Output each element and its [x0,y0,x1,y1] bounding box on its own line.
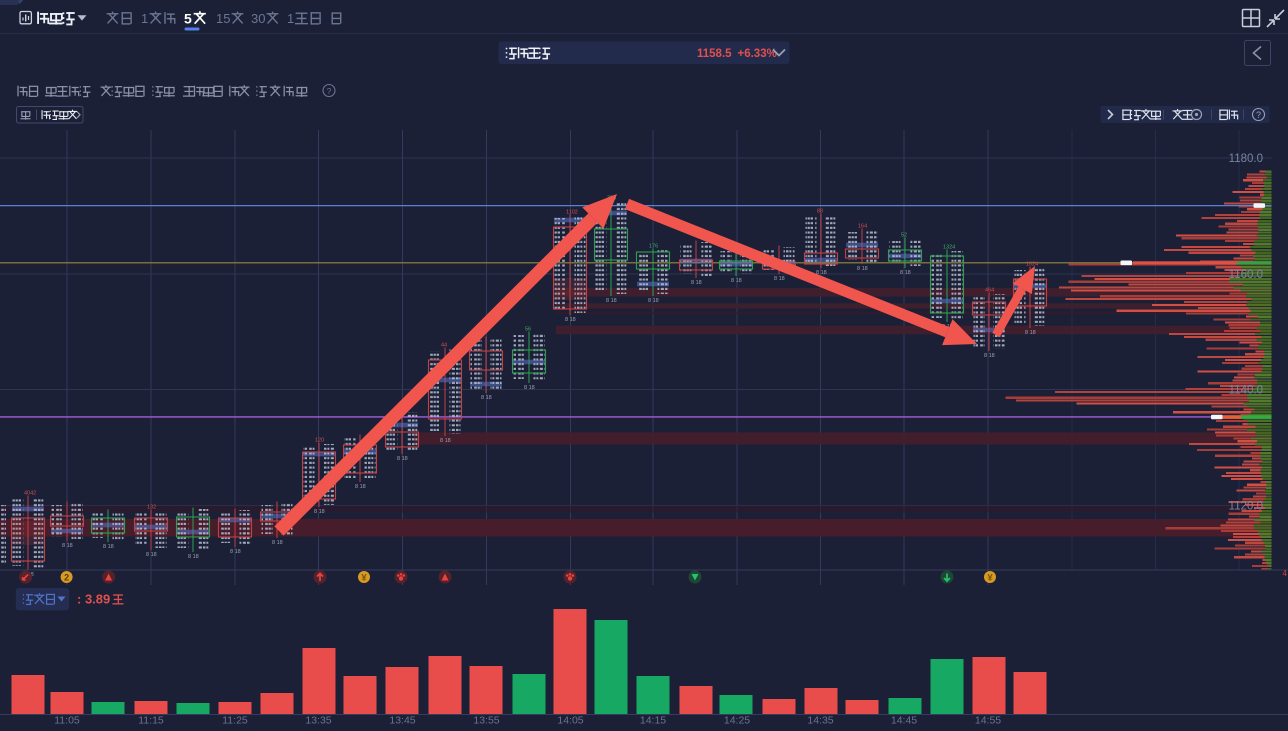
svg-text:52: 52 [901,233,907,239]
svg-text:14:25: 14:25 [724,715,750,727]
svg-text:176: 176 [649,244,658,250]
svg-text:8 18: 8 18 [857,266,868,272]
svg-text:8 18: 8 18 [272,540,283,546]
svg-text:8 18: 8 18 [816,270,827,276]
svg-text:8 18: 8 18 [984,353,995,359]
svg-text:8 18: 8 18 [731,278,742,284]
svg-text:1: 1 [141,11,148,26]
svg-text:8 18: 8 18 [1025,330,1036,336]
svg-text:5: 5 [184,11,192,27]
svg-text:8 18: 8 18 [314,509,325,515]
svg-text:88: 88 [817,209,823,215]
svg-text:120: 120 [315,438,324,444]
svg-text:8 18: 8 18 [606,298,617,304]
svg-text:8 18: 8 18 [440,438,451,444]
svg-text:1102: 1102 [566,210,578,216]
svg-text:11:05: 11:05 [54,715,80,727]
svg-text:8 18: 8 18 [188,554,199,560]
svg-text:13:45: 13:45 [389,715,415,727]
svg-text:8 18: 8 18 [355,484,366,490]
svg-text:44: 44 [441,343,447,349]
svg-text:2: 2 [64,572,69,582]
svg-text:30: 30 [251,11,265,26]
svg-text:¥: ¥ [361,573,367,584]
svg-text:1160.0: 1160.0 [1229,269,1263,281]
svg-text:11:15: 11:15 [138,715,164,727]
svg-text:8 18: 8 18 [230,549,241,555]
svg-text:13:55: 13:55 [473,715,499,727]
svg-text:+6.33%: +6.33% [738,48,777,60]
svg-text:8 18: 8 18 [900,270,911,276]
svg-text:4042: 4042 [24,491,36,497]
svg-text:8 18: 8 18 [648,298,659,304]
svg-text:8 18: 8 18 [146,552,157,558]
svg-text:8 18: 8 18 [397,456,408,462]
svg-text:8 18: 8 18 [565,317,576,323]
svg-text:14:05: 14:05 [557,715,583,727]
svg-text:15: 15 [216,11,230,26]
svg-text:464: 464 [985,288,994,294]
svg-text:132: 132 [147,505,156,511]
svg-text:14:55: 14:55 [975,715,1001,727]
svg-text:1120.0: 1120.0 [1229,500,1263,512]
svg-text:14:45: 14:45 [891,715,917,727]
svg-text:1158.5: 1158.5 [697,48,732,60]
svg-text:13:35: 13:35 [305,715,331,727]
svg-text:14:35: 14:35 [807,715,833,727]
svg-text:8 18: 8 18 [62,543,73,549]
svg-text:4: 4 [1283,569,1288,578]
svg-text:56: 56 [525,327,531,333]
svg-text:8 18: 8 18 [524,385,535,391]
svg-text:8 18: 8 18 [481,395,492,401]
svg-text:14:15: 14:15 [640,715,666,727]
svg-text:1: 1 [287,11,294,26]
svg-text:11:25: 11:25 [222,715,248,727]
svg-text:8 18: 8 18 [691,280,702,286]
svg-text:164: 164 [858,224,867,230]
svg-text:: 3.89: : 3.89 [77,592,110,607]
svg-text:1324: 1324 [943,245,955,251]
svg-text:?: ? [1256,110,1261,120]
svg-text:1024: 1024 [1026,262,1038,268]
svg-text:?: ? [327,86,332,96]
svg-text:1140.0: 1140.0 [1229,384,1263,396]
svg-text:1180.0: 1180.0 [1229,153,1263,165]
svg-text:8 18: 8 18 [774,276,785,282]
svg-text:¥: ¥ [987,573,993,584]
svg-text:8 18: 8 18 [103,544,114,550]
